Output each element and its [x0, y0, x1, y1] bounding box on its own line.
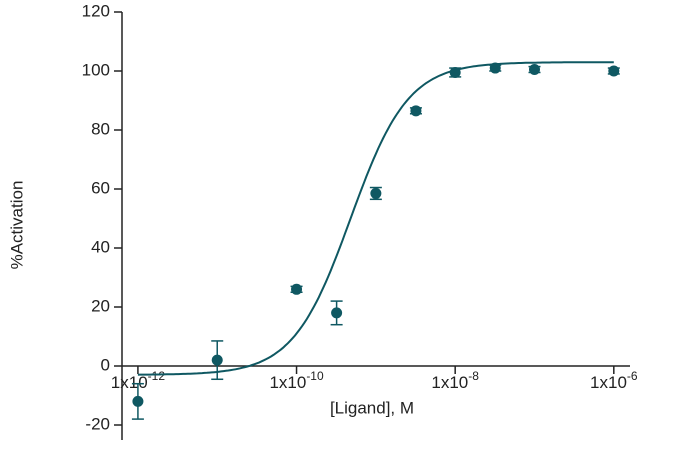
point	[449, 66, 461, 78]
point	[132, 395, 144, 407]
y-tick-label: 60	[91, 178, 110, 197]
x-tick-exponent: -6	[627, 369, 638, 383]
point	[410, 105, 422, 117]
y-axis-label: %Activation	[7, 181, 26, 270]
x-axis-label: [Ligand], M	[330, 398, 414, 417]
x-tick-exponent: -10	[306, 369, 324, 383]
fit-curve	[137, 61, 614, 376]
x-tick-label: 1x10-10	[269, 369, 324, 392]
x-tick-exponent: -8	[468, 369, 479, 383]
point	[489, 62, 501, 74]
y-tick-label: 0	[101, 355, 110, 374]
y-tick-label: 20	[91, 296, 110, 315]
point	[331, 307, 343, 319]
x-tick-label: 1x10-6	[590, 369, 638, 392]
point	[211, 354, 223, 366]
y-tick-label: 100	[82, 60, 110, 79]
y-tick-label: 40	[91, 237, 110, 256]
x-tick-base: 1x10	[590, 373, 627, 392]
x-tick-exponent: -12	[148, 369, 166, 383]
y-tick-label: 120	[82, 1, 110, 20]
x-tick-label: 1x10-8	[431, 369, 479, 392]
y-tick-label: 80	[91, 119, 110, 138]
point	[291, 283, 303, 295]
point	[528, 64, 540, 76]
x-tick-base: 1x10	[269, 373, 306, 392]
y-tick-label: -20	[85, 414, 110, 433]
point	[608, 65, 620, 77]
x-tick-base: 1x10	[431, 373, 468, 392]
point	[370, 187, 382, 199]
